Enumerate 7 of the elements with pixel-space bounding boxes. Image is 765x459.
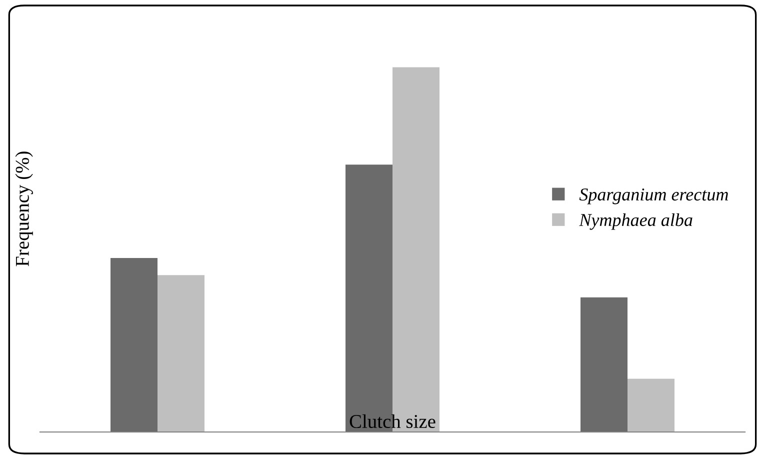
legend-label: Nymphaea alba xyxy=(579,213,692,230)
bar xyxy=(110,258,158,432)
y-axis-title: Frequency (%) xyxy=(15,152,33,266)
legend-label: Sparganium erectum xyxy=(579,188,728,204)
bar xyxy=(580,297,628,432)
bar xyxy=(628,378,674,432)
bar xyxy=(158,275,204,432)
